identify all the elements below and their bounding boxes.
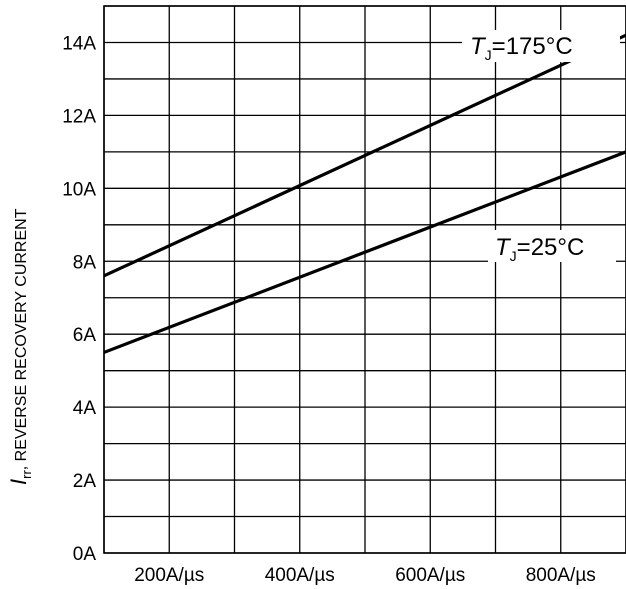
- series-label-175c-subscript: J: [485, 47, 492, 63]
- y-tick-label: 6A: [73, 325, 97, 346]
- series-line-25c: [103, 150, 626, 354]
- series-label-175c: TJ=175°C: [470, 33, 573, 63]
- series-lines: [103, 33, 626, 354]
- series-label-175c-text: =175°C: [492, 33, 573, 60]
- y-tick-label: 10A: [62, 179, 96, 200]
- y-tick-label: 14A: [62, 33, 96, 54]
- plot-border: [103, 5, 626, 554]
- series-label-25c-symbol: T: [495, 234, 512, 261]
- x-tick-label: 800A/µs: [526, 565, 596, 586]
- y-axis-label-text: , REVERSE RECOVERY CURRENT: [13, 208, 30, 470]
- series-labels: TJ=175°CTJ=25°C: [462, 30, 620, 264]
- y-tick-label: 4A: [73, 398, 97, 419]
- y-axis-label-symbol: I: [6, 479, 31, 485]
- y-axis-label: Irr, REVERSE RECOVERY CURRENT: [6, 208, 34, 485]
- y-axis-label-subscript: rr: [19, 470, 34, 479]
- y-tick-label: 12A: [62, 106, 96, 127]
- x-tick-label: 600A/µs: [395, 565, 465, 586]
- series-label-25c-text: =25°C: [517, 234, 585, 261]
- y-tick-label: 8A: [73, 252, 97, 273]
- y-tick-label: 0A: [73, 544, 97, 565]
- y-tick-labels: 0A 2A 4A 6A 8A 10A 12A 14A: [62, 33, 96, 565]
- series-line-175c: [103, 33, 626, 278]
- x-tick-label: 200A/µs: [134, 565, 204, 586]
- series-label-175c-bg: [462, 30, 620, 62]
- series-label-175c-symbol: T: [470, 33, 487, 60]
- y-tick-label: 2A: [73, 471, 97, 492]
- x-tick-label: 400A/µs: [265, 565, 335, 586]
- series-label-25c: TJ=25°C: [495, 234, 584, 264]
- series-label-25c-bg: [488, 230, 616, 262]
- series-label-25c-subscript: J: [510, 248, 517, 264]
- grid-major: [103, 6, 626, 553]
- x-tick-labels: 200A/µs 400A/µs 600A/µs 800A/µs: [134, 565, 596, 586]
